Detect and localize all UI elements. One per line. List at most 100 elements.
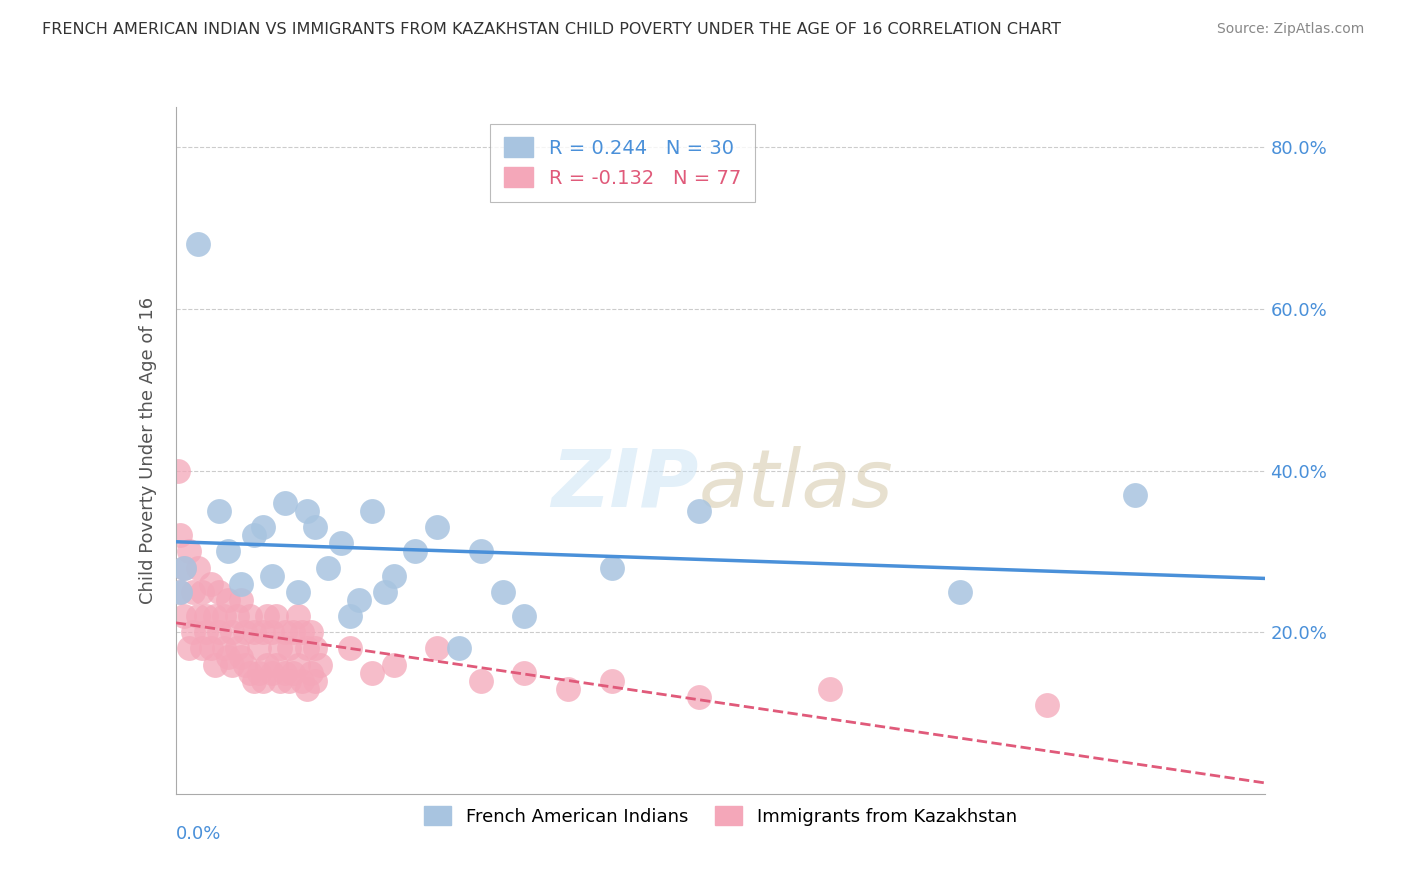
Point [256,609,278,624]
Point [308,657,330,672]
Point [169,528,191,542]
Point [186,237,209,252]
Point [239,665,262,680]
Point [212,609,235,624]
Point [382,657,405,672]
Point [949,585,972,599]
Point [269,641,291,656]
Point [252,673,274,688]
Point [173,609,195,624]
Point [260,568,283,582]
Point [295,504,318,518]
Point [295,641,318,656]
Point [191,585,214,599]
Text: atlas: atlas [699,446,894,524]
Point [195,609,218,624]
Point [208,625,231,640]
Point [360,504,382,518]
Point [167,464,190,478]
Point [200,576,222,591]
Point [269,673,291,688]
Point [600,673,623,688]
Point [295,681,318,696]
Point [688,504,710,518]
Point [169,585,191,599]
Point [492,585,515,599]
Point [264,609,287,624]
Point [186,609,209,624]
Point [235,657,257,672]
Point [181,625,204,640]
Point [231,649,253,664]
Point [200,641,222,656]
Point [217,593,239,607]
Point [688,690,710,704]
Point [186,560,209,574]
Point [247,665,270,680]
Point [231,593,253,607]
Point [513,665,536,680]
Point [181,585,204,599]
Point [299,625,322,640]
Point [217,544,239,558]
Point [287,585,309,599]
Point [426,520,449,534]
Point [274,496,297,510]
Point [225,641,247,656]
Point [318,560,340,574]
Point [278,641,301,656]
Point [291,625,314,640]
Point [235,625,257,640]
Text: 0.0%: 0.0% [176,825,221,843]
Point [191,641,214,656]
Point [243,673,266,688]
Point [274,625,297,640]
Point [447,641,470,656]
Legend: French American Indians, Immigrants from Kazakhstan: French American Indians, Immigrants from… [418,799,1024,833]
Point [212,641,235,656]
Point [339,609,361,624]
Point [225,609,247,624]
Point [208,504,231,518]
Text: Source: ZipAtlas.com: Source: ZipAtlas.com [1216,22,1364,37]
Point [173,560,195,574]
Point [360,665,382,680]
Point [304,641,326,656]
Text: FRENCH AMERICAN INDIAN VS IMMIGRANTS FROM KAZAKHSTAN CHILD POVERTY UNDER THE AGE: FRENCH AMERICAN INDIAN VS IMMIGRANTS FRO… [42,22,1062,37]
Point [221,625,243,640]
Point [239,609,262,624]
Point [304,673,326,688]
Point [1036,698,1059,712]
Point [513,609,536,624]
Point [177,544,200,558]
Point [204,657,226,672]
Point [287,609,309,624]
Point [299,665,322,680]
Point [208,585,231,599]
Point [243,625,266,640]
Point [231,576,253,591]
Text: ZIP: ZIP [551,446,699,524]
Point [256,657,278,672]
Point [247,641,270,656]
Point [291,673,314,688]
Point [818,681,841,696]
Point [557,681,579,696]
Point [339,641,361,656]
Point [274,665,297,680]
Point [600,560,623,574]
Point [204,609,226,624]
Point [243,528,266,542]
Point [169,585,191,599]
Point [304,520,326,534]
Point [374,585,396,599]
Point [283,625,305,640]
Point [260,665,283,680]
Point [217,649,239,664]
Point [382,568,405,582]
Point [287,657,309,672]
Point [252,520,274,534]
Point [264,657,287,672]
Point [347,593,370,607]
Point [470,673,492,688]
